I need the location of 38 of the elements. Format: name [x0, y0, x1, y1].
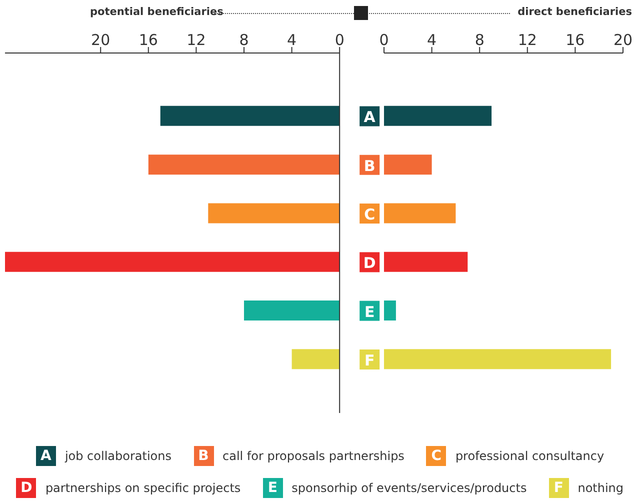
text: partnerships on specific projects [45, 481, 241, 495]
category-label: A [364, 108, 376, 126]
chart-title: potential beneficiaries [90, 6, 224, 18]
x-tick-label: 8 [474, 31, 484, 49]
category-label: A [40, 448, 52, 464]
bar [244, 300, 340, 321]
bar [208, 203, 340, 224]
category-label: C [364, 206, 376, 224]
x-tick-label: 20 [91, 31, 110, 50]
bar [148, 154, 340, 175]
x-tick-label: 16 [138, 31, 158, 50]
x-tick-label: 8 [239, 31, 249, 50]
category-label: E [364, 302, 375, 321]
category-label: D [20, 480, 32, 496]
category-label: D [363, 254, 376, 272]
category-label: C [431, 448, 442, 464]
category-label: F [554, 480, 564, 496]
x-tick-label: 12 [186, 31, 206, 50]
text: nothing [578, 481, 624, 495]
text: job collaborations [64, 449, 172, 463]
chart-title: direct beneficiaries [518, 6, 632, 18]
x-tick-label: 4 [426, 31, 436, 49]
x-tick-label: 4 [287, 31, 297, 50]
category-label: B [364, 156, 376, 175]
bar [292, 349, 340, 370]
bar [160, 106, 340, 126]
x-tick-label: 16 [565, 31, 584, 49]
text: call for proposals partnerships [222, 449, 404, 463]
x-tick-label: 0 [334, 31, 344, 50]
category-label: F [364, 351, 375, 370]
x-tick-label: 0 [378, 31, 388, 49]
x-tick-label: 12 [517, 31, 537, 49]
x-tick-label: 20 [613, 31, 632, 49]
category-label: B [198, 448, 209, 464]
text: professional consultancy [455, 449, 604, 463]
text: sponsorhip of events/services/products [292, 481, 527, 495]
category-label: E [268, 480, 278, 496]
bar [5, 252, 340, 272]
